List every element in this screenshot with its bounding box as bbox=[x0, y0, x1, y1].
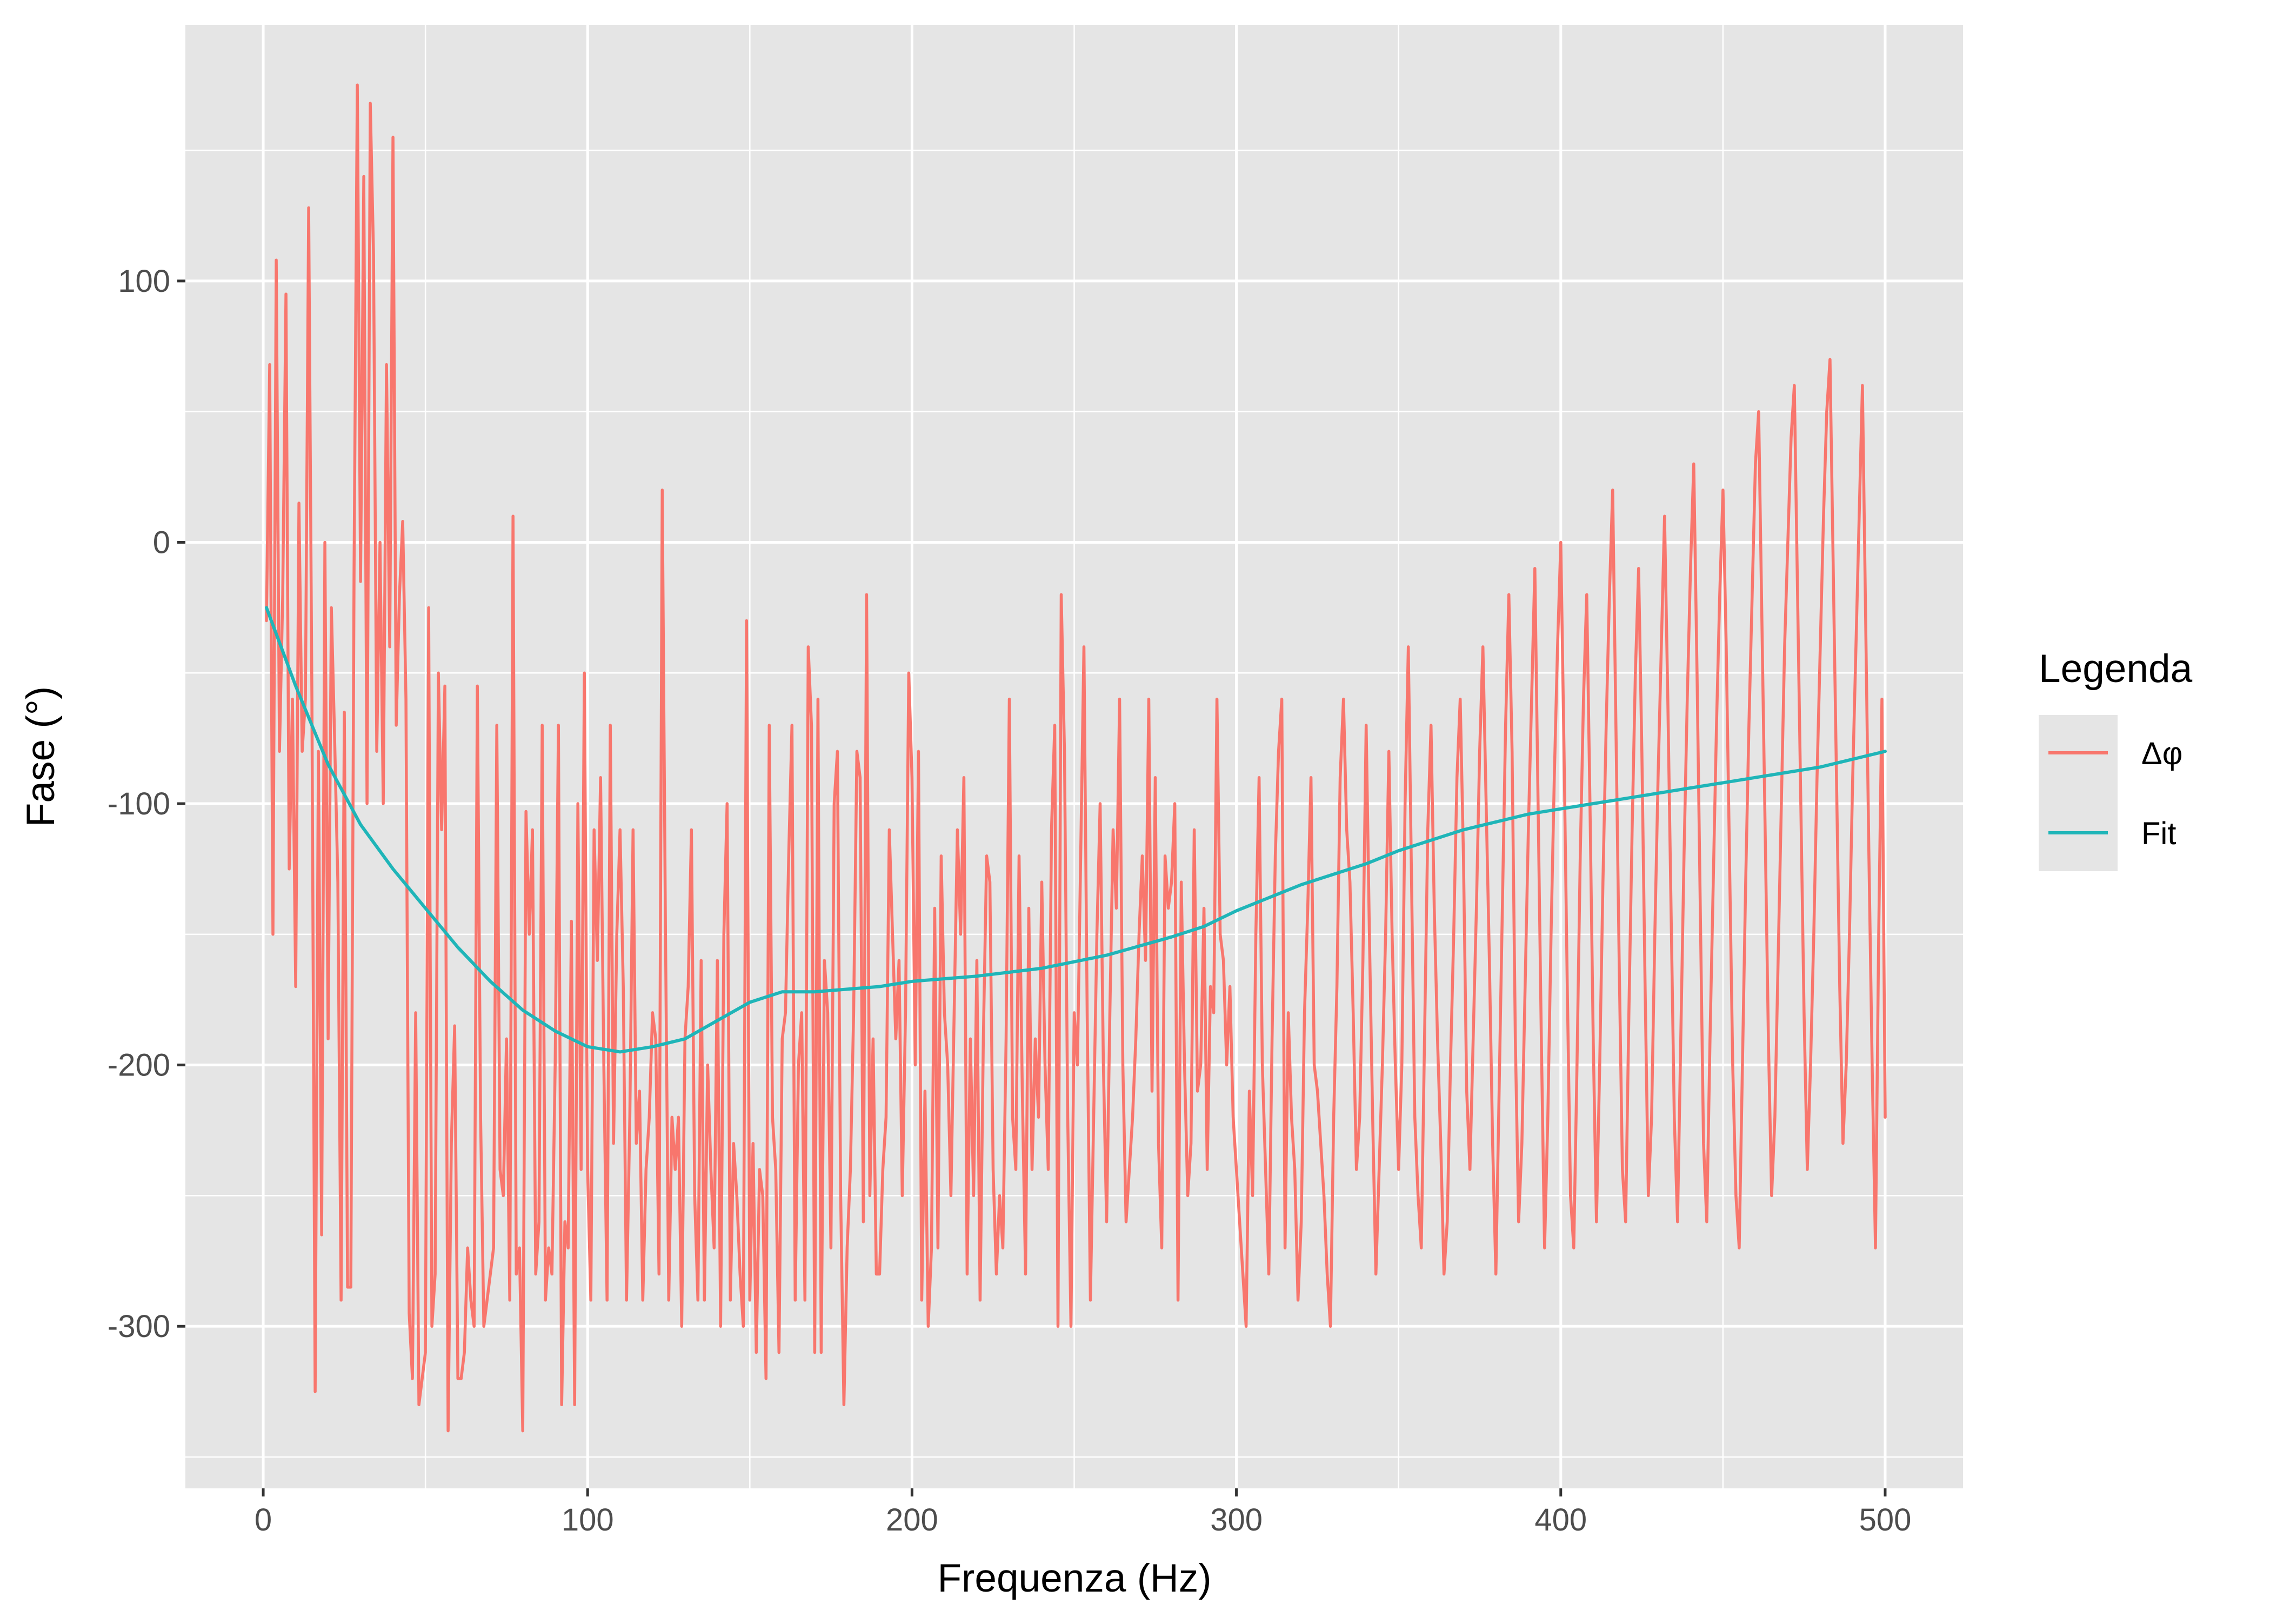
y-tick-label: -200 bbox=[108, 1048, 170, 1083]
legend: Legenda Δφ Fit bbox=[2039, 647, 2193, 871]
x-tick-label: 0 bbox=[255, 1502, 272, 1538]
legend-title: Legenda bbox=[2039, 647, 2193, 691]
y-axis-title: Fase (°) bbox=[19, 686, 63, 827]
y-tick-label: 0 bbox=[153, 525, 170, 560]
x-tick-label: 100 bbox=[562, 1502, 614, 1538]
x-axis-title: Frequenza (Hz) bbox=[937, 1556, 1211, 1600]
x-tick-label: 200 bbox=[886, 1502, 938, 1538]
x-tick-label: 300 bbox=[1210, 1502, 1263, 1538]
series-line-fit bbox=[265, 606, 1887, 1054]
y-tick-label: -100 bbox=[108, 786, 170, 821]
axis-ticks: 0 100 200 300 400 500 100 0 -100 -200 -300 bbox=[108, 264, 1911, 1538]
legend-label-fit: Fit bbox=[2141, 816, 2176, 851]
series-line-delta-phi bbox=[265, 83, 1887, 1433]
grid-lines bbox=[185, 25, 1963, 1488]
legend-key-background bbox=[2039, 715, 2118, 871]
y-tick-label: 100 bbox=[118, 264, 170, 299]
x-tick-label: 500 bbox=[1859, 1502, 1912, 1538]
legend-label-delta-phi: Δφ bbox=[2141, 736, 2182, 771]
data-series bbox=[265, 83, 1887, 1433]
y-tick-label: -300 bbox=[108, 1309, 170, 1344]
x-tick-label: 400 bbox=[1534, 1502, 1587, 1538]
